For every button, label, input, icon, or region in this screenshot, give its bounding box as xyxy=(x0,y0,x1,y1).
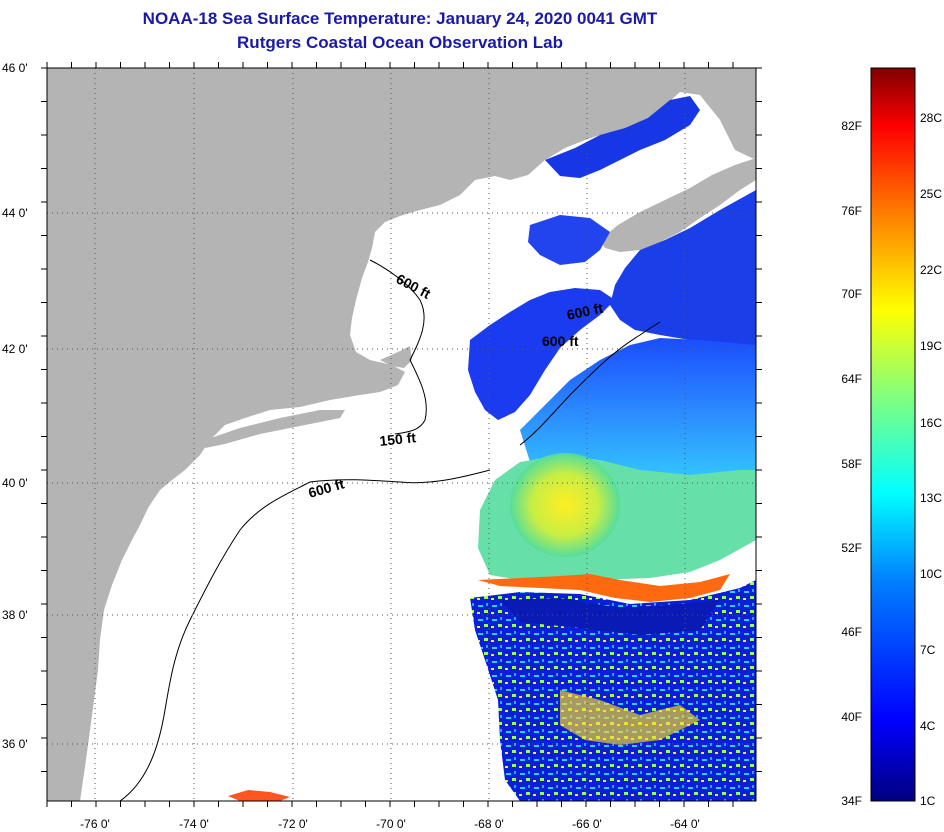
isobath-label: 150 ft xyxy=(379,429,417,449)
sst-maine-coast xyxy=(468,288,615,420)
land-cape-cod xyxy=(380,346,412,368)
latitude-label: 42 0' xyxy=(2,342,28,356)
longitude-labels: -76 0' -74 0' -72 0' -70 0' -68 0' -66 0' -64 … xyxy=(80,817,700,831)
latitude-label: 36 0' xyxy=(2,737,28,751)
longitude-label: -74 0' xyxy=(179,817,209,831)
colorbar-c-label: 7C xyxy=(920,643,936,657)
land-nova-scotia xyxy=(600,158,756,252)
sst-offshore-nw xyxy=(610,190,756,360)
colorbar-c-label: 10C xyxy=(920,567,942,581)
colorbar-labels: 82F 76F 70F 64F 58F 52F 46F 40F 34F 28C 25C 22C 19C 1… xyxy=(841,111,942,808)
colorbar-c-label: 25C xyxy=(920,187,942,201)
sst-sargasso xyxy=(470,580,756,801)
colorbar-f-label: 34F xyxy=(841,794,862,808)
colorbar-f-label: 46F xyxy=(841,625,862,639)
colorbar xyxy=(870,67,916,802)
map-ticks xyxy=(41,62,762,807)
graticule xyxy=(47,68,756,801)
sst-deep-blue-band xyxy=(500,598,720,635)
latitude-label: 38 0' xyxy=(2,608,28,622)
colorbar-f-label: 52F xyxy=(841,541,862,555)
colorbar-c-label: 13C xyxy=(920,491,942,505)
colorbar-f-label: 40F xyxy=(841,710,862,724)
colorbar-c-label: 16C xyxy=(920,416,942,430)
latitude-label: 44 0' xyxy=(2,206,28,220)
longitude-label: -66 0' xyxy=(572,817,602,831)
isobath-150ft xyxy=(369,259,427,435)
colorbar-c-label: 28C xyxy=(920,111,942,125)
longitude-label: -72 0' xyxy=(278,817,308,831)
isobath-600ft-shelf xyxy=(119,469,491,801)
sst-gulf-of-maine-north xyxy=(545,96,700,178)
sst-shelf-slope xyxy=(520,338,756,480)
longitude-label: -76 0' xyxy=(80,817,110,831)
map-frame xyxy=(46,67,757,802)
sst-sargasso-warm-band xyxy=(560,690,700,745)
isobath-label: 600 ft xyxy=(542,333,579,349)
latitude-label: 46 0' xyxy=(2,61,28,75)
latitude-labels: 46 0' 44 0' 42 0' 40 0' 38 0' 36 0' xyxy=(2,61,28,751)
colorbar-f-label: 76F xyxy=(841,204,862,218)
sst-warm-core-ring xyxy=(510,453,620,557)
map-subtitle: Rutgers Coastal Ocean Observation Lab xyxy=(237,33,563,52)
colorbar-c-label: 4C xyxy=(920,719,936,733)
longitude-label: -64 0' xyxy=(670,817,700,831)
longitude-label: -68 0' xyxy=(474,817,504,831)
colorbar-c-label: 22C xyxy=(920,263,942,277)
isobath-label: 600 ft xyxy=(565,300,604,323)
latitude-label: 40 0' xyxy=(2,476,28,490)
isobath-600ft-offshore xyxy=(519,321,661,446)
colorbar-c-label: 19C xyxy=(920,339,942,353)
colorbar-f-label: 70F xyxy=(841,287,862,301)
colorbar-f-label: 58F xyxy=(841,457,862,471)
colorbar-c-label: 1C xyxy=(920,794,936,808)
map-title: NOAA-18 Sea Surface Temperature: January… xyxy=(142,9,658,28)
colorbar-f-label: 82F xyxy=(841,119,862,133)
sst-gulf-stream-north-wall xyxy=(478,574,730,602)
sst-fundy xyxy=(528,215,610,265)
sst-southern-patch xyxy=(228,790,290,801)
colorbar-f-label: 64F xyxy=(841,372,862,386)
land-long-island xyxy=(205,410,345,448)
map-canvas xyxy=(47,68,756,801)
land-us-northeast xyxy=(47,68,756,801)
longitude-label: -70 0' xyxy=(376,817,406,831)
